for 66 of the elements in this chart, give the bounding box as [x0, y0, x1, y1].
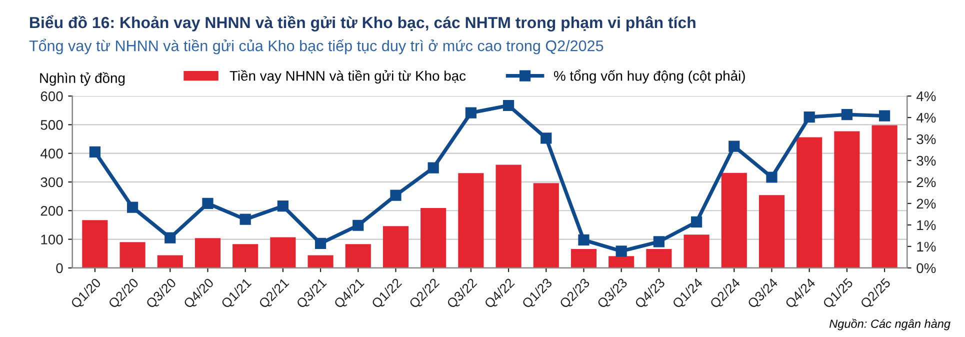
bar [796, 137, 822, 268]
bar [82, 220, 108, 268]
bar [570, 249, 597, 268]
y-tick-label: 300 [40, 177, 63, 188]
point [390, 190, 402, 201]
y-tick-label: 100 [41, 234, 63, 244]
y2-tick-label: 3% [916, 156, 936, 166]
bar [120, 242, 146, 268]
bar [834, 131, 860, 268]
text: Nguồn: Các ngân hàng [829, 318, 950, 330]
point [804, 112, 815, 123]
bar [533, 183, 559, 268]
point [578, 234, 590, 246]
point [766, 172, 778, 183]
y-tick-label: 500 [40, 120, 63, 130]
chart-title: Biểu đồ 16: Khoản vay NHNN và tiền gửi từ Kho bạc, các NHTM trong phạm vi phân tích [30, 15, 696, 32]
point [126, 202, 138, 213]
legend-label: Tiền vay NHNN và tiền gửi từ Kho bạc [230, 70, 466, 84]
bar [345, 244, 371, 268]
chart-subtitle: Tổng vay từ NHNN và tiền gửi của Kho bạc tiếp tục duy trì ở mức cao trong Q2/2025 [29, 38, 604, 54]
bar [308, 255, 334, 268]
y2-tick-label: 1% [917, 220, 936, 230]
point [728, 140, 740, 152]
point [277, 200, 288, 212]
point [314, 238, 326, 249]
point [502, 100, 514, 112]
bar [758, 195, 785, 268]
y-tick-label: 0 [56, 263, 63, 274]
y2-tick-label: 4% [916, 112, 936, 123]
point [202, 198, 214, 210]
y2-tick-label: 4% [916, 91, 936, 102]
y2-tick-label: 1% [917, 242, 936, 252]
y-tick-label: 200 [40, 206, 63, 216]
point [878, 110, 890, 122]
y2-tick-label: 2% [916, 177, 936, 188]
bar [721, 172, 747, 268]
y-tick-label: 600 [40, 91, 63, 102]
y2-tick-label: 0% [916, 263, 936, 274]
point [465, 107, 476, 118]
point [240, 214, 251, 225]
point [352, 220, 364, 231]
bar [458, 173, 484, 268]
y2-tick-label: 2% [916, 198, 936, 209]
bar [232, 244, 258, 268]
bar [872, 125, 898, 268]
y-tick-label: 400 [40, 148, 63, 159]
point [89, 146, 100, 158]
y2-tick-label: 3% [916, 134, 936, 144]
bar [157, 255, 183, 268]
point [690, 216, 702, 228]
point [164, 232, 176, 244]
bar [270, 237, 296, 268]
bar [608, 256, 634, 268]
bar [646, 249, 672, 268]
y-axis-title: Nghìn tỷ đồng [40, 72, 125, 86]
bar [496, 164, 522, 268]
bar [684, 234, 710, 268]
point [428, 162, 439, 174]
bar [382, 226, 409, 268]
point [653, 236, 664, 248]
bar [194, 238, 221, 268]
point [540, 132, 552, 144]
point [841, 108, 852, 120]
bar [420, 208, 446, 268]
legend-label: % tổng vốn huy động (cột phải) [554, 69, 745, 84]
point [616, 246, 627, 257]
